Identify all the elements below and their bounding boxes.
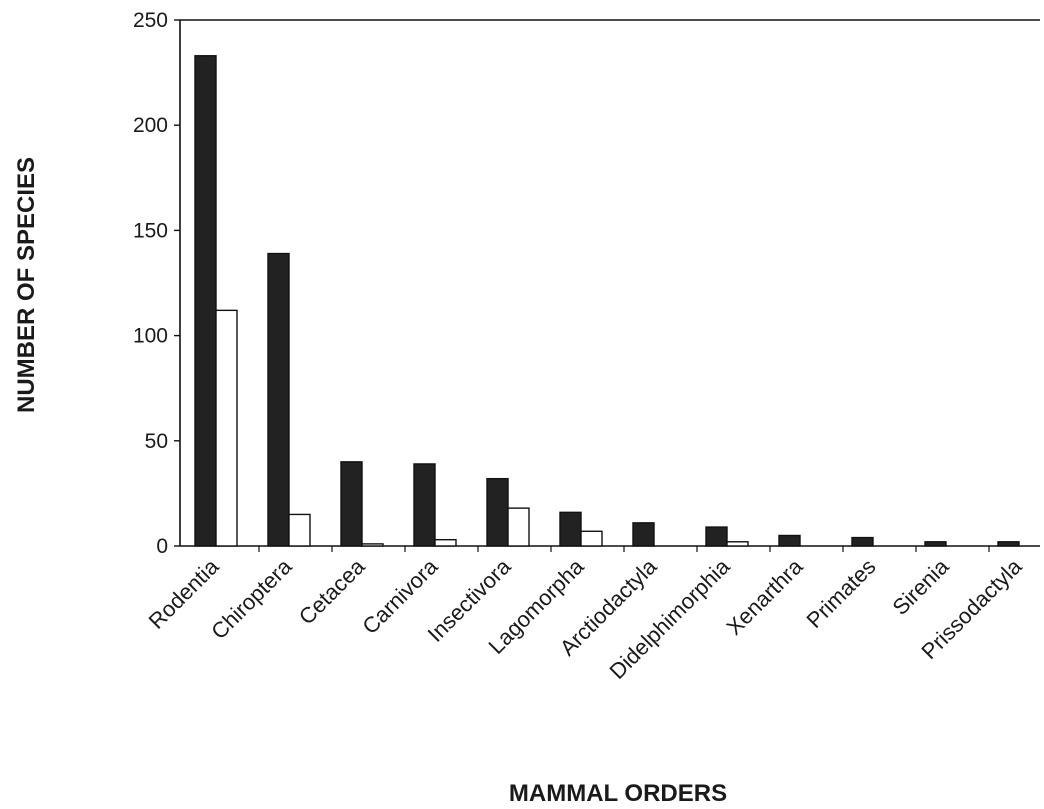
bar-dark-rodentia (194, 55, 217, 547)
axes (179, 19, 1040, 547)
bar-open-cetacea (361, 543, 384, 547)
y-axis-title: NUMBER OF SPECIES (13, 157, 40, 413)
bar-open-insectivora (507, 507, 530, 547)
bar-dark-insectivora (486, 477, 509, 547)
bar-open-lagomorpha (580, 530, 603, 547)
bar-open-rodentia (215, 309, 238, 547)
y-tick-label: 150 (133, 219, 168, 242)
y-axis-ticks: 0 50 100 150 200 250 (133, 9, 180, 558)
bar-dark-arctiodactyla (632, 522, 655, 547)
y-tick-label: 250 (133, 9, 168, 32)
y-tick-label: 50 (145, 430, 168, 453)
bar-open-chiroptera (288, 513, 311, 547)
bar-dark-didelphimorphia (705, 526, 728, 547)
bar-dark-cetacea (340, 461, 363, 547)
bars (194, 55, 1020, 547)
x-tick-label: Sirenia (887, 553, 954, 620)
x-axis-title: MAMMAL ORDERS (509, 780, 727, 807)
bar-dark-prissodactyla (997, 541, 1020, 547)
x-axis-labels: RodentiaChiropteraCetaceaCarnivoraInsect… (144, 546, 1027, 684)
bar-dark-carnivora (413, 463, 436, 547)
x-tick-label: Chiroptera (206, 553, 297, 644)
x-tick-label: Cetacea (294, 553, 370, 629)
bar-open-carnivora (434, 538, 457, 547)
x-tick-label: Primates (801, 554, 880, 633)
y-tick-label: 100 (133, 325, 168, 348)
y-tick-label: 0 (156, 535, 168, 558)
bar-dark-lagomorpha (559, 511, 582, 547)
bar-dark-primates (851, 536, 874, 547)
bar-dark-xenarthra (778, 534, 801, 547)
x-tick-label: Xenarthra (722, 553, 809, 640)
bar-dark-chiroptera (267, 252, 290, 547)
y-tick-label: 200 (133, 114, 168, 137)
bar-open-didelphimorphia (726, 541, 749, 547)
bar-dark-sirenia (924, 541, 947, 547)
